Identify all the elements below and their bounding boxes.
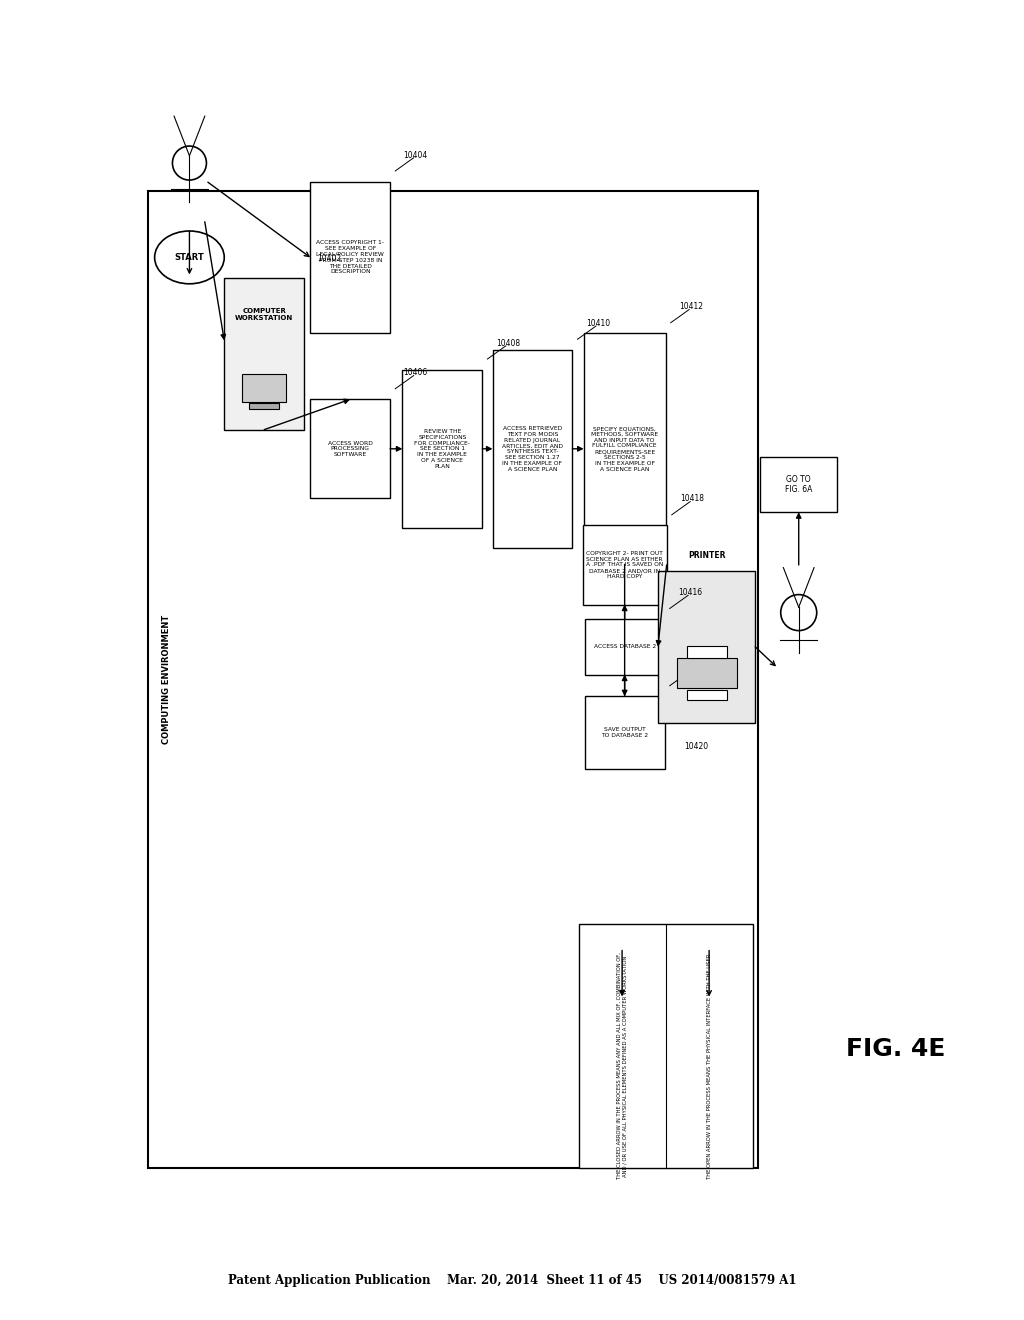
Bar bbox=[579, 924, 753, 1168]
Text: COMPUTER
WORKSTATION: COMPUTER WORKSTATION bbox=[236, 308, 293, 321]
Text: PRINTER: PRINTER bbox=[688, 550, 725, 560]
Text: COMPUTING ENVIRONMENT: COMPUTING ENVIRONMENT bbox=[163, 615, 171, 744]
Text: ACCESS COPYRIGHT 1-
SEE EXAMPLE OF
LEGAL/POLICY REVIEW
FROM STEP 10238 IN
THE DE: ACCESS COPYRIGHT 1- SEE EXAMPLE OF LEGAL… bbox=[316, 240, 384, 275]
Bar bbox=[760, 457, 838, 512]
Bar bbox=[584, 333, 666, 565]
Text: 10406: 10406 bbox=[403, 368, 428, 378]
Bar bbox=[686, 690, 727, 700]
Text: ACCESS WORD
PROCESSING
SOFTWARE: ACCESS WORD PROCESSING SOFTWARE bbox=[328, 441, 373, 457]
Bar bbox=[148, 191, 758, 1168]
Text: 10404: 10404 bbox=[403, 150, 428, 160]
Text: COPYRIGHT 2- PRINT OUT
SCIENCE PLAN AS EITHER
A .PDF THAT IS SAVED ON
DATABASE 2: COPYRIGHT 2- PRINT OUT SCIENCE PLAN AS E… bbox=[586, 550, 664, 579]
Text: Patent Application Publication    Mar. 20, 2014  Sheet 11 of 45    US 2014/00815: Patent Application Publication Mar. 20, … bbox=[227, 1274, 797, 1287]
Text: 10416: 10416 bbox=[678, 589, 702, 597]
Text: 10410: 10410 bbox=[586, 319, 610, 327]
Bar bbox=[249, 403, 280, 409]
Bar bbox=[657, 570, 755, 722]
Bar bbox=[686, 647, 727, 659]
Bar bbox=[310, 181, 390, 333]
Text: 10418: 10418 bbox=[680, 495, 705, 503]
Bar bbox=[310, 399, 390, 498]
Text: 10420: 10420 bbox=[684, 742, 709, 751]
Bar bbox=[493, 350, 572, 548]
Text: THE OPEN ARROW IN THE PROCESS MEANS THE PHYSICAL INTERFACE WITH THE USER: THE OPEN ARROW IN THE PROCESS MEANS THE … bbox=[707, 953, 712, 1179]
Bar bbox=[585, 697, 665, 768]
Bar bbox=[402, 370, 482, 528]
Circle shape bbox=[780, 594, 817, 631]
Text: START: START bbox=[174, 253, 205, 261]
Text: REVIEW THE
SPECIFICATIONS
FOR COMPLIANCE-
SEE SECTION 1
IN THE EXAMPLE
OF A SCIE: REVIEW THE SPECIFICATIONS FOR COMPLIANCE… bbox=[415, 429, 470, 469]
Text: 10408: 10408 bbox=[496, 339, 520, 347]
Bar bbox=[243, 374, 286, 401]
Ellipse shape bbox=[155, 231, 224, 284]
Bar bbox=[585, 619, 665, 675]
Text: ACCESS RETRIEVED
TEXT FOR MODIS
RELATED JOURNAL
ARTICLES, EDIT AND
SYNTHESIS TEX: ACCESS RETRIEVED TEXT FOR MODIS RELATED … bbox=[502, 426, 563, 471]
Bar bbox=[224, 277, 304, 430]
Bar bbox=[677, 659, 736, 688]
Circle shape bbox=[172, 147, 207, 180]
Text: 10412: 10412 bbox=[679, 302, 703, 312]
Text: GO TO
FIG. 6A: GO TO FIG. 6A bbox=[785, 475, 812, 494]
Text: ACCESS DATABASE 2: ACCESS DATABASE 2 bbox=[594, 644, 655, 649]
Text: THE CLOSED ARROW IN THE PROCESS MEANS ANY AND ALL MIX OF, COMBINATION OF,
AND / : THE CLOSED ARROW IN THE PROCESS MEANS AN… bbox=[616, 953, 628, 1179]
Bar bbox=[583, 525, 667, 605]
Text: SPECIFY EQUATIONS,
METHODS, SOFTWARE
AND INPUT DATA TO
FULFILL COMPLIANCE
REQUIR: SPECIFY EQUATIONS, METHODS, SOFTWARE AND… bbox=[591, 426, 658, 471]
Text: 10414: 10414 bbox=[678, 665, 702, 675]
Text: 10402: 10402 bbox=[317, 253, 342, 263]
Text: FIG. 4E: FIG. 4E bbox=[846, 1038, 946, 1061]
Text: SAVE OUTPUT
TO DATABASE 2: SAVE OUTPUT TO DATABASE 2 bbox=[601, 727, 648, 738]
